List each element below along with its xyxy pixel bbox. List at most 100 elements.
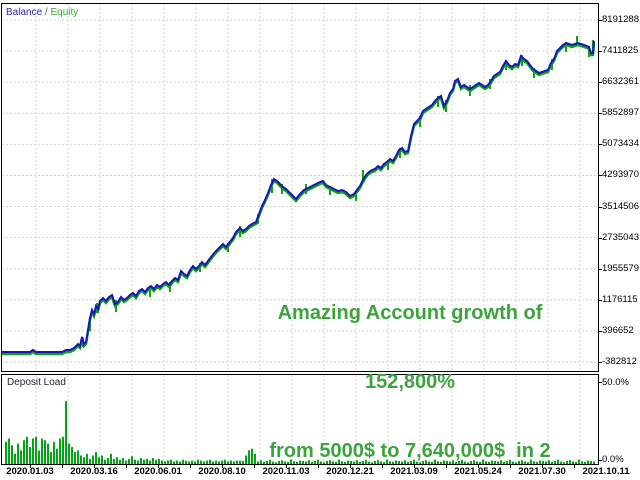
deposit-load-bar [476, 461, 478, 464]
deposit-load-bar [155, 459, 157, 464]
deposit-load-bar [167, 460, 169, 464]
x-axis-tick [574, 465, 575, 468]
deposit-load-bar [83, 457, 85, 464]
deposit-load-bar [467, 462, 469, 464]
deposit-load-bar [317, 459, 319, 464]
deposit-load-bar [311, 461, 313, 464]
deposit-load-bar [89, 458, 91, 464]
deposit-load-bar [572, 461, 574, 464]
deposit-load-bar [230, 460, 232, 464]
deposit-load-bar [53, 441, 55, 464]
deposit-load-bar [164, 461, 166, 464]
deposit-load-bar [518, 460, 520, 464]
y-axis-label: 1176115 [602, 293, 638, 305]
deposit-load-bar [497, 461, 499, 464]
deposit-load-bar [98, 457, 100, 464]
deposit-load-bar [197, 459, 199, 464]
y-axis-tick [598, 51, 602, 52]
deposit-load-bar [50, 452, 52, 464]
deposit-load-bar [437, 461, 439, 464]
caption-line-1: Amazing Account growth of [277, 302, 543, 324]
deposit-load-bar [143, 459, 145, 464]
deposit-load-bar [335, 461, 337, 464]
deposit-load-bar [239, 460, 241, 464]
deposit-load-bar [494, 460, 496, 464]
deposit-load-bar [281, 460, 283, 464]
y-axis-tick [598, 331, 602, 332]
deposit-load-bar [356, 460, 358, 464]
y-axis-label: 5073434 [602, 138, 639, 150]
deposit-load-bar [305, 461, 307, 464]
deposit-load-bar [557, 459, 559, 464]
x-axis-label: 2020.08.10 [198, 466, 246, 477]
deposit-load-bar [362, 460, 364, 464]
x-axis-tick [222, 465, 223, 468]
deposit-load-bar [119, 459, 121, 464]
deposit-load-bar [80, 455, 82, 464]
deposit-load-bar [71, 447, 73, 464]
deposit-load-bar [134, 459, 136, 464]
y-axis-tick [598, 269, 602, 270]
y-axis-tick [598, 113, 602, 114]
deposit-load-bar [422, 460, 424, 464]
deposit-load-bar [461, 459, 463, 464]
deposit-load-bar [188, 461, 190, 464]
deposit-load-bar [41, 438, 43, 464]
deposit-load-bar [590, 460, 592, 464]
deposit-load-bar [203, 461, 205, 464]
x-axis-tick [94, 465, 95, 468]
deposit-load-bar [233, 461, 235, 464]
deposit-scale-tick [598, 382, 602, 383]
deposit-load-bar [359, 461, 361, 464]
deposit-load-bar [218, 461, 220, 464]
deposit-load-bar [377, 460, 379, 464]
deposit-load-bar [149, 460, 151, 464]
deposit-load-bar [182, 459, 184, 464]
deposit-load-bar [521, 460, 523, 464]
deposit-scale-tick [598, 460, 602, 461]
y-axis-tick [598, 82, 602, 83]
deposit-load-bar [479, 461, 481, 464]
deposit-load-bar [293, 461, 295, 464]
deposit-load-bar [8, 438, 10, 464]
deposit-load-bar [260, 460, 262, 464]
deposit-load-bar [464, 461, 466, 464]
deposit-load-bar [512, 461, 514, 464]
deposit-load-bar [545, 461, 547, 464]
deposit-load-bar [287, 461, 289, 464]
deposit-load-bar [200, 460, 202, 464]
deposit-load-bar [593, 461, 595, 464]
deposit-load-bar [482, 459, 484, 464]
x-axis-tick [542, 465, 543, 468]
y-axis-tick [598, 300, 602, 301]
deposit-load-bar [302, 460, 304, 464]
deposit-load-bar [11, 445, 13, 464]
y-axis-label: 2735043 [602, 231, 639, 243]
deposit-load-bar [269, 459, 271, 464]
deposit-load-chart [5, 375, 595, 464]
deposit-load-bar [563, 462, 565, 464]
x-axis-tick [158, 465, 159, 468]
deposit-load-bar [446, 460, 448, 464]
y-axis-label: 5852897 [602, 107, 639, 119]
y-axis-label: 396652 [602, 324, 634, 336]
deposit-load-bar [374, 460, 376, 464]
deposit-load-bar [77, 450, 79, 464]
balance-equity-chart-panel: Balance / Equity [1, 3, 599, 372]
deposit-load-bar [551, 461, 553, 464]
deposit-load-bar [26, 436, 28, 464]
deposit-load-bar [278, 460, 280, 464]
deposit-load-bar [320, 461, 322, 464]
deposit-load-bar [248, 450, 250, 464]
deposit-load-bar [554, 460, 556, 464]
deposit-load-bar [344, 461, 346, 464]
deposit-load-bar [137, 460, 139, 464]
deposit-load-bar [35, 436, 37, 464]
deposit-load-bar [473, 460, 475, 464]
x-axis-tick [382, 465, 383, 468]
deposit-load-bar [455, 461, 457, 464]
deposit-load-bar [5, 441, 7, 464]
deposit-load-bar [470, 460, 472, 464]
deposit-load-bar [17, 443, 19, 464]
deposit-load-bar [515, 462, 517, 464]
